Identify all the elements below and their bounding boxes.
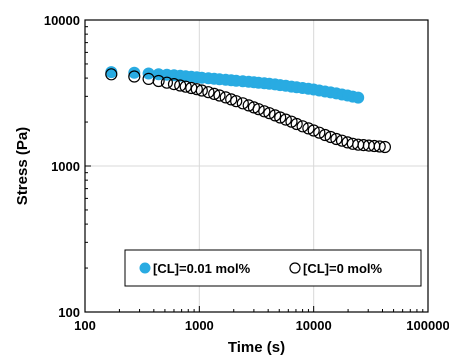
data-point xyxy=(236,97,249,110)
y-tick-label: 10000 xyxy=(44,13,80,28)
data-point xyxy=(335,134,349,147)
data-point xyxy=(290,117,303,131)
data-point xyxy=(285,115,298,128)
data-point xyxy=(152,74,165,88)
data-point xyxy=(230,95,243,108)
data-point xyxy=(373,140,386,153)
data-point xyxy=(319,128,332,142)
data-point xyxy=(330,132,343,146)
data-point xyxy=(302,122,315,135)
data-point xyxy=(269,109,282,122)
data-point xyxy=(202,86,215,99)
data-point xyxy=(128,70,141,83)
data-point xyxy=(378,140,391,154)
data-point xyxy=(174,79,187,92)
data-point xyxy=(263,107,276,120)
data-series xyxy=(105,66,391,154)
x-tick-label: 100000 xyxy=(406,318,449,333)
data-point xyxy=(307,124,320,137)
data-point xyxy=(160,76,173,89)
y-axis-label: Stress (Pa) xyxy=(14,127,31,205)
data-point xyxy=(279,113,292,126)
data-point xyxy=(208,87,221,101)
data-point xyxy=(324,130,337,144)
y-tick-label: 100 xyxy=(58,305,80,320)
series-0 xyxy=(105,66,365,104)
data-point xyxy=(190,83,203,96)
data-point xyxy=(105,68,118,81)
legend-marker-cl001 xyxy=(139,262,151,274)
data-point xyxy=(225,93,238,106)
data-point xyxy=(313,126,326,139)
data-point xyxy=(352,91,365,104)
data-point xyxy=(128,66,141,79)
x-tick-label: 1000 xyxy=(185,318,214,333)
data-point xyxy=(296,120,309,133)
x-tick-label: 10000 xyxy=(296,318,332,333)
legend-marker-cl0 xyxy=(289,262,301,274)
tick-labels: 100 1000 10000 100000 100 1000 10000 xyxy=(44,13,449,333)
data-point xyxy=(213,89,226,102)
legend-label-cl0: [CL]=0 mol% xyxy=(303,261,383,276)
plot-frame xyxy=(84,19,429,313)
data-point xyxy=(219,91,232,104)
legend: [CL]=0.01 mol% [CL]=0 mol% xyxy=(124,249,422,287)
data-point xyxy=(167,77,181,91)
data-point xyxy=(195,84,208,97)
data-point xyxy=(179,80,192,93)
x-tick-label: 100 xyxy=(74,318,96,333)
data-point xyxy=(274,111,287,124)
legend-label-cl001: [CL]=0.01 mol% xyxy=(153,261,251,276)
series-1 xyxy=(105,68,391,154)
data-point xyxy=(258,105,271,118)
y-tick-label: 1000 xyxy=(51,159,80,174)
x-axis-label: Time (s) xyxy=(228,339,285,356)
legend-box xyxy=(124,249,422,287)
data-point xyxy=(252,103,265,116)
